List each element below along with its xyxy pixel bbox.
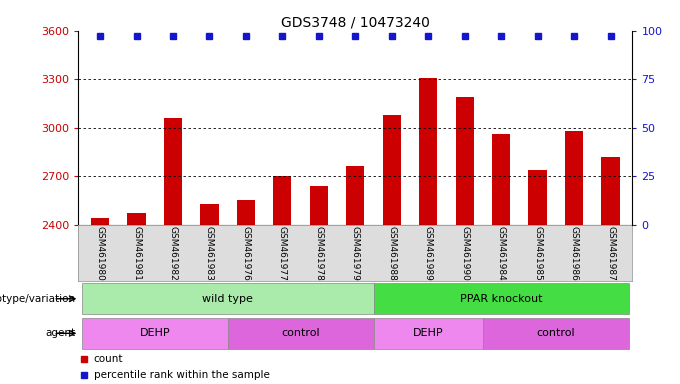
Text: count: count (94, 354, 123, 364)
Text: control: control (537, 328, 575, 338)
Text: GSM461983: GSM461983 (205, 226, 214, 281)
Text: GSM461990: GSM461990 (460, 226, 469, 281)
Text: DEHP: DEHP (139, 328, 170, 338)
Bar (419, 78, 437, 225)
Bar (492, 134, 510, 225)
Text: GSM461976: GSM461976 (241, 226, 250, 281)
Text: percentile rank within the sample: percentile rank within the sample (94, 370, 269, 380)
Bar (237, 200, 255, 225)
Text: GSM461985: GSM461985 (533, 226, 542, 281)
Text: GSM461981: GSM461981 (132, 226, 141, 281)
Bar (164, 118, 182, 225)
Text: wild type: wild type (202, 294, 253, 304)
Text: agent: agent (46, 328, 75, 338)
Text: GSM461986: GSM461986 (570, 226, 579, 281)
Text: GSM461979: GSM461979 (351, 226, 360, 281)
Text: GSM461989: GSM461989 (424, 226, 432, 281)
Text: GSM461987: GSM461987 (606, 226, 615, 281)
Bar (601, 157, 619, 225)
Text: GSM461988: GSM461988 (388, 226, 396, 281)
Bar (201, 204, 218, 225)
Bar (456, 97, 474, 225)
Text: DEHP: DEHP (413, 328, 443, 338)
Bar (228, 318, 373, 349)
Bar (127, 214, 146, 225)
Title: GDS3748 / 10473240: GDS3748 / 10473240 (281, 16, 430, 30)
Text: control: control (282, 328, 320, 338)
Text: genotype/variation: genotype/variation (0, 294, 75, 304)
Text: PPAR knockout: PPAR knockout (460, 294, 543, 304)
Bar (346, 167, 364, 225)
Bar (82, 318, 228, 349)
Bar (383, 115, 401, 225)
Bar (373, 318, 483, 349)
Text: GSM461982: GSM461982 (169, 226, 177, 281)
Bar (373, 283, 629, 314)
Bar (273, 176, 292, 225)
Text: GSM461978: GSM461978 (314, 226, 323, 281)
Bar (528, 170, 547, 225)
Bar (91, 218, 109, 225)
Bar (309, 186, 328, 225)
Text: GSM461984: GSM461984 (496, 226, 506, 281)
Bar (565, 131, 583, 225)
Bar (82, 283, 373, 314)
Bar (483, 318, 629, 349)
Text: GSM461977: GSM461977 (278, 226, 287, 281)
Text: GSM461980: GSM461980 (96, 226, 105, 281)
